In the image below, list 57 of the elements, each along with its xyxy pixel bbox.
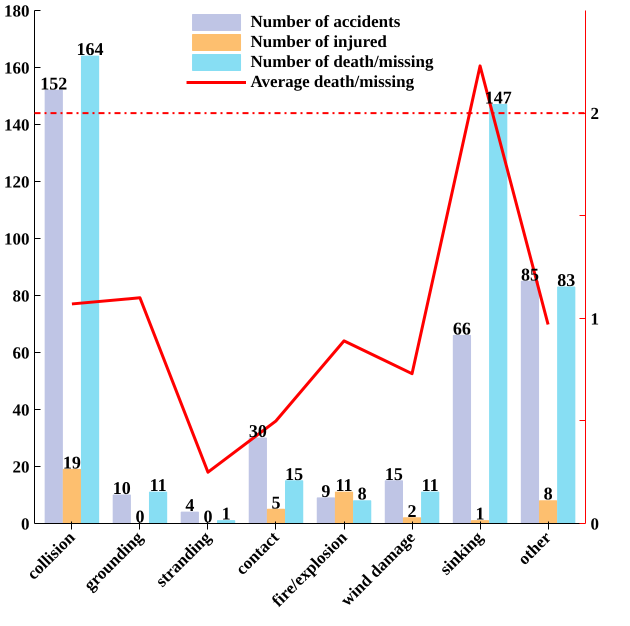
data-label: 0: [135, 506, 144, 526]
y-tick-label: 180: [4, 2, 30, 20]
data-label: 19: [62, 452, 81, 472]
bar: [148, 492, 168, 524]
legend-label: Number of injured: [250, 32, 387, 52]
y-tick-label: 100: [4, 230, 30, 248]
legend-label: Number of death/missing: [250, 52, 434, 72]
y-tick-label: 60: [12, 344, 30, 362]
y-tick-label: 40: [12, 400, 30, 420]
bar: [62, 468, 82, 524]
bar: [112, 494, 131, 524]
data-label: 2: [408, 500, 417, 521]
y2-tick-label: 2: [590, 104, 599, 124]
bar: [180, 512, 199, 524]
bar: [489, 104, 508, 524]
data-label: 11: [336, 475, 353, 496]
y2-tick-label: 1: [590, 309, 599, 328]
y2-tick-label: 0: [590, 514, 599, 534]
data-label: 152: [40, 73, 68, 94]
legend-label: Number of accidents: [250, 12, 400, 32]
bar: [285, 480, 304, 524]
data-label: 11: [150, 475, 167, 496]
bar: [266, 508, 286, 524]
bar: [334, 492, 354, 524]
y-tick-label: 140: [4, 116, 30, 134]
data-label: 8: [358, 484, 367, 504]
data-label: 83: [557, 270, 576, 290]
data-label: 4: [185, 495, 194, 516]
y-tick-label: 160: [4, 58, 30, 78]
data-label: 1: [476, 504, 485, 524]
bar: [80, 56, 100, 524]
bar: [452, 334, 472, 524]
data-label: 66: [452, 318, 471, 338]
data-label: 0: [203, 506, 212, 526]
y-tick-label: 120: [4, 172, 30, 192]
legend-label: Average death/missing: [250, 72, 414, 92]
data-label: 15: [285, 464, 304, 484]
data-label: 15: [384, 464, 403, 484]
bar: [520, 280, 540, 524]
bar: [421, 492, 440, 524]
bar: [44, 90, 63, 524]
y-tick-label: 20: [12, 458, 30, 476]
data-label: 8: [544, 484, 553, 504]
y-tick-label: 0: [21, 514, 30, 534]
data-label: 11: [422, 475, 439, 496]
data-label: 164: [76, 39, 104, 60]
data-label: 5: [271, 492, 280, 512]
bar: [353, 500, 372, 524]
data-label: 1: [222, 504, 231, 524]
data-label: 9: [321, 480, 330, 501]
bar: [248, 438, 267, 524]
bar: [538, 500, 558, 524]
bar: [557, 286, 576, 524]
data-label: 10: [112, 478, 131, 498]
bar: [316, 497, 335, 524]
bar: [384, 480, 404, 524]
y-tick-label: 80: [12, 286, 30, 306]
